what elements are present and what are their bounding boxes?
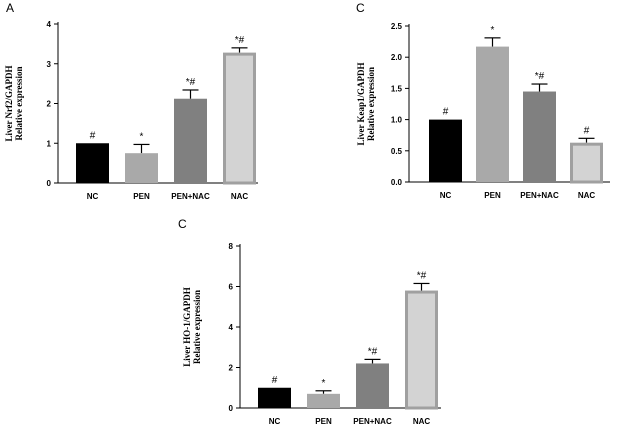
x-tick-label: NC bbox=[87, 192, 99, 201]
significance-label: * bbox=[322, 378, 326, 389]
x-tick-label: PEN bbox=[484, 191, 501, 200]
significance-label: * bbox=[140, 131, 144, 142]
significance-label: *# bbox=[368, 346, 378, 357]
y-axis-title-line1: Liver Keap1/GAPDH bbox=[356, 62, 366, 145]
significance-label: *# bbox=[186, 77, 196, 88]
bar bbox=[429, 119, 462, 182]
significance-label: # bbox=[584, 125, 590, 136]
x-tick-label: PEN bbox=[315, 417, 332, 425]
y-tick-label: 0.0 bbox=[391, 178, 403, 187]
y-tick-label: 2.0 bbox=[391, 53, 403, 62]
y-tick-label: 1.5 bbox=[391, 84, 403, 93]
bar bbox=[356, 363, 389, 408]
bar bbox=[223, 52, 256, 185]
bar bbox=[570, 142, 603, 184]
bar bbox=[523, 91, 556, 182]
significance-label: *# bbox=[235, 35, 245, 46]
x-tick-label: NC bbox=[269, 417, 281, 425]
y-tick-label: 4 bbox=[47, 20, 52, 29]
x-tick-label: NAC bbox=[413, 417, 431, 425]
y-tick-label: 6 bbox=[229, 283, 234, 292]
x-tick-label: PEN+NAC bbox=[171, 192, 210, 201]
bar bbox=[307, 393, 340, 408]
bar bbox=[125, 153, 158, 183]
panel-nrf2: A Liver Nrf2/GAPDH Relative expression 0 1 2 3… bbox=[4, 1, 258, 201]
panel-label: A bbox=[6, 1, 14, 15]
significance-label: # bbox=[272, 375, 278, 386]
y-axis-title-line2: Relative expression bbox=[366, 67, 376, 141]
x-tick-label: NC bbox=[440, 191, 452, 200]
panel-label: C bbox=[356, 1, 365, 15]
y-tick-label: 3 bbox=[47, 60, 52, 69]
significance-label: # bbox=[90, 130, 96, 141]
x-tick-label: NAC bbox=[578, 191, 596, 200]
x-tick-label: PEN+NAC bbox=[520, 191, 559, 200]
significance-label: *# bbox=[535, 71, 545, 82]
y-tick-label: 0 bbox=[229, 404, 234, 413]
significance-label: * bbox=[491, 25, 495, 36]
significance-label: *# bbox=[417, 270, 427, 281]
y-tick-label: 4 bbox=[229, 323, 234, 332]
y-tick-label: 2 bbox=[47, 100, 52, 109]
x-tick-label: PEN bbox=[133, 192, 150, 201]
y-axis-title-line2: Relative expression bbox=[192, 290, 202, 364]
y-tick-label: 2 bbox=[229, 364, 234, 373]
panel-label: C bbox=[178, 217, 187, 231]
bar bbox=[76, 143, 109, 183]
y-axis-title-line1: Liver HO-1/GAPDH bbox=[182, 287, 192, 367]
bar bbox=[405, 290, 438, 410]
y-tick-label: 2.5 bbox=[391, 22, 403, 31]
y-tick-label: 1.0 bbox=[391, 116, 403, 125]
y-tick-label: 1 bbox=[47, 139, 52, 148]
panel-keap1: C Liver Keap1/GAPDH Relative expression 0.0… bbox=[356, 1, 610, 200]
bar bbox=[476, 46, 509, 183]
y-tick-label: 0.5 bbox=[391, 147, 403, 156]
bar bbox=[174, 98, 207, 183]
bar bbox=[258, 387, 291, 408]
panel-ho1: C Liver HO-1/GAPDH Relative expression 0 2 4 6… bbox=[178, 217, 441, 425]
significance-label: # bbox=[443, 107, 449, 118]
y-tick-label: 8 bbox=[229, 242, 234, 251]
x-tick-label: PEN+NAC bbox=[353, 417, 392, 425]
y-tick-label: 0 bbox=[47, 179, 52, 188]
y-axis-title-line2: Relative expression bbox=[14, 66, 24, 140]
y-axis-title-line1: Liver Nrf2/GAPDH bbox=[4, 65, 14, 141]
x-tick-label: NAC bbox=[231, 192, 249, 201]
